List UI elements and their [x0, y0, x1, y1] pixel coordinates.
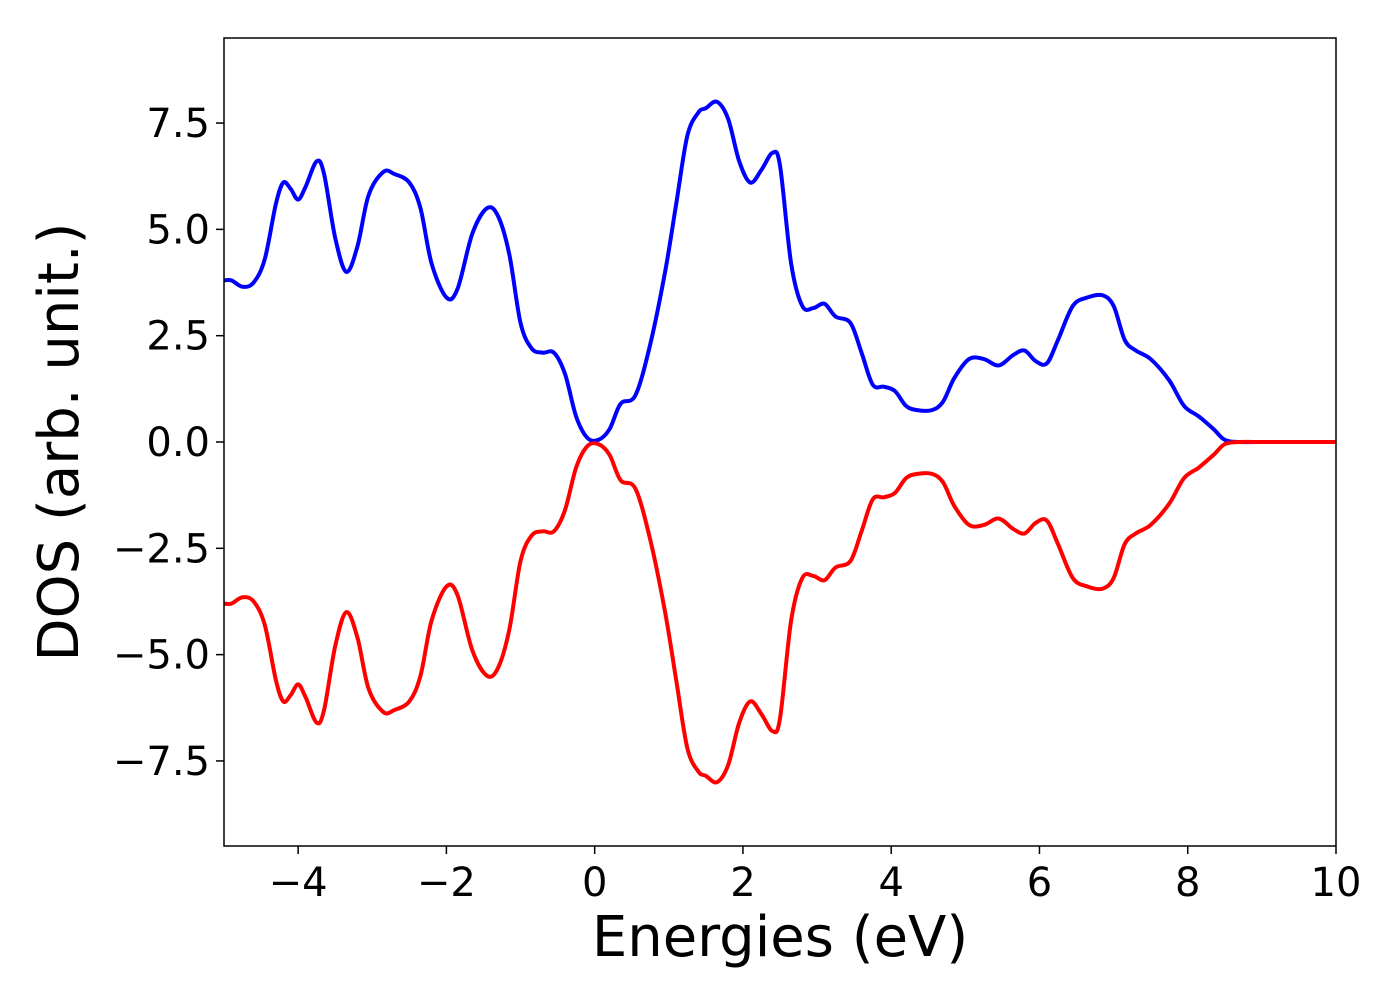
series-layer — [223, 99, 1336, 785]
x-axis-ticks: −4 −2 0 2 4 6 8 10 — [269, 846, 1362, 906]
y-tick-label: −7.5 — [113, 739, 210, 785]
x-tick-label: 0 — [582, 860, 607, 906]
x-tick-label: −2 — [417, 860, 476, 906]
x-tick-label: 8 — [1175, 860, 1200, 906]
dos-line-negative — [223, 439, 1336, 785]
y-axis-ticks: 7.5 5.0 2.5 0.0 −2.5 −5.0 −7.5 — [113, 101, 224, 785]
x-axis-label: Energies (eV) — [592, 905, 968, 970]
y-tick-label: 5.0 — [146, 207, 210, 253]
dos-line-positive — [223, 99, 1336, 445]
x-tick-label: −4 — [269, 860, 328, 906]
y-tick-label: 0.0 — [146, 420, 210, 466]
y-axis-label: DOS (arb. unit.) — [27, 222, 92, 661]
plot-frame — [223, 37, 1337, 847]
y-tick-label: −2.5 — [113, 526, 210, 572]
x-tick-label: 10 — [1311, 860, 1362, 906]
y-tick-label: −5.0 — [113, 633, 210, 679]
x-tick-label: 6 — [1027, 860, 1052, 906]
y-tick-label: 7.5 — [146, 101, 210, 147]
x-tick-label: 2 — [730, 860, 755, 906]
y-tick-label: 2.5 — [146, 314, 210, 360]
x-tick-label: 4 — [878, 860, 903, 906]
